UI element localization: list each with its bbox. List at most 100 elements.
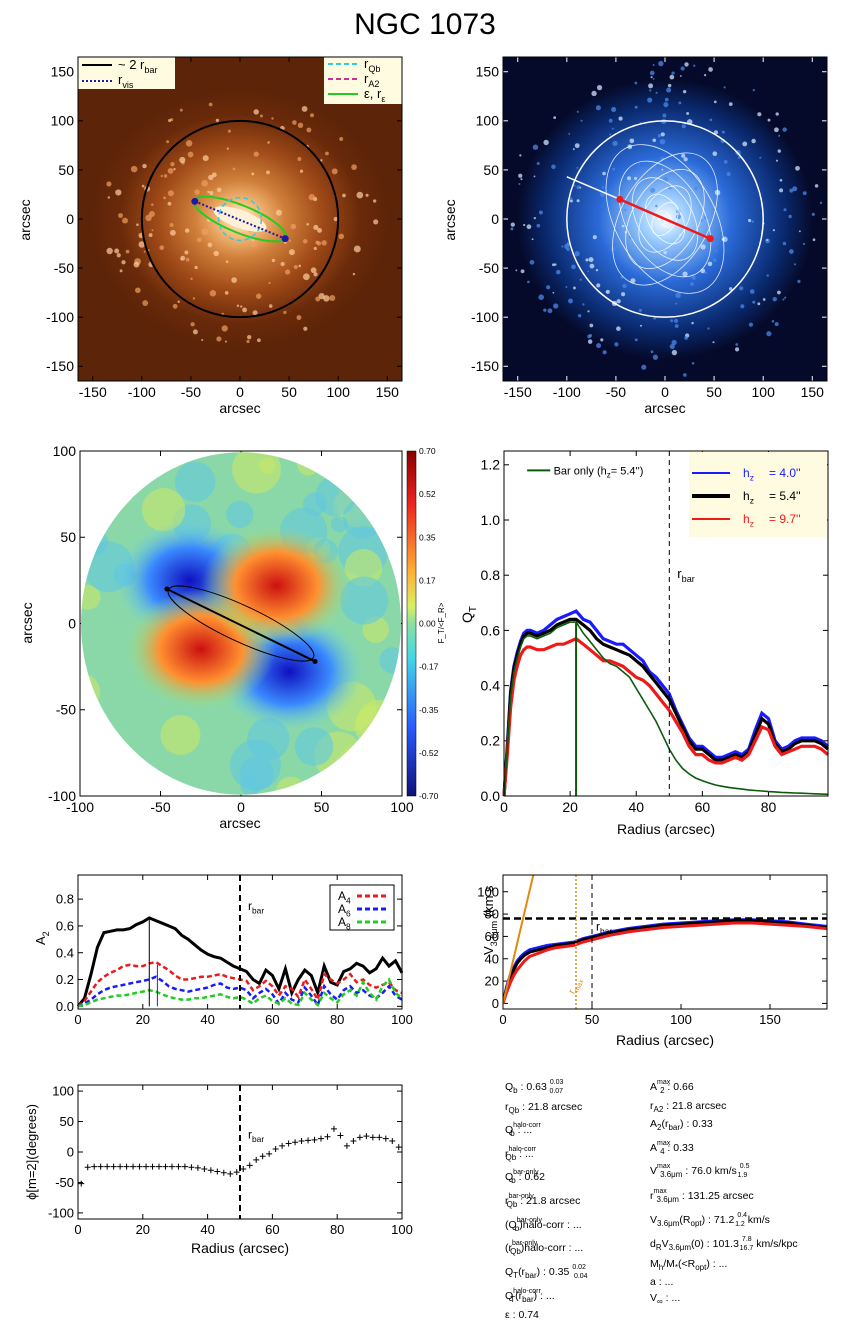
star-spot (803, 243, 805, 245)
star-spot (658, 60, 664, 67)
star-spot (638, 308, 643, 313)
star-spot (669, 343, 675, 350)
hii-region (259, 114, 263, 118)
hii-region (125, 249, 130, 254)
y-tick-label: 0 (492, 996, 499, 1011)
legend-rvis: rvis (118, 72, 134, 90)
star-spot (596, 283, 601, 288)
hii-region (121, 260, 126, 265)
x-tick-label: 50 (585, 1012, 599, 1027)
phase-point (143, 1163, 150, 1170)
hii-region (115, 189, 122, 196)
hii-region (247, 334, 252, 340)
legend-right-item: rQb (364, 56, 380, 74)
hii-region (151, 203, 154, 206)
hii-region (201, 180, 208, 187)
star-spot (663, 102, 669, 108)
curve-group (503, 875, 827, 1004)
phase-point (389, 1138, 396, 1145)
rotation-curve (503, 921, 827, 1004)
hii-region (271, 117, 274, 120)
phase-point (279, 1142, 286, 1149)
hii-region (288, 239, 292, 242)
x-tick-label: 80 (330, 1012, 344, 1027)
hii-region (173, 167, 176, 171)
hii-region (317, 227, 322, 233)
phase-point (318, 1135, 324, 1142)
star-spot (533, 175, 536, 178)
legend-hz-value: = 5.4'' (769, 489, 801, 503)
parameters-left-column: Qb : 0.63 0.030.07 rQb : 21.8 arcsec Qhalo-… (505, 1075, 588, 1324)
phase-point (376, 1134, 383, 1141)
hii-region (207, 242, 213, 248)
star-spot (671, 339, 677, 346)
hii-region (122, 217, 128, 224)
star-spot (777, 290, 781, 295)
hii-region (296, 315, 302, 320)
hii-region (255, 293, 262, 299)
star-spot (596, 85, 603, 91)
star-spot (587, 339, 593, 344)
hii-region (159, 245, 165, 251)
contour-line (631, 177, 699, 261)
star-spot (661, 168, 664, 171)
hii-region (309, 113, 315, 118)
hii-region (251, 239, 255, 242)
star-spot (529, 259, 535, 265)
phase-point (84, 1164, 91, 1171)
y-axis-label: A2 (33, 931, 51, 945)
phase-point (188, 1164, 195, 1171)
phase-point (227, 1170, 234, 1177)
hii-region (250, 240, 258, 248)
parameter-row: rhalo-corrQb : ... (505, 1145, 537, 1162)
phase-point (253, 1156, 260, 1163)
hii-region (323, 295, 330, 302)
hii-region (106, 247, 113, 255)
star-spot (574, 143, 580, 149)
star-spot (674, 318, 679, 323)
star-spot (655, 91, 658, 94)
heatmap-patch (112, 474, 139, 501)
star-spot (762, 298, 766, 301)
amplitude-curve (77, 977, 403, 1008)
parameter-row: QT(rbar) : 0.35 0.020.04 (505, 1263, 588, 1280)
star-spot (783, 208, 787, 212)
hii-region (275, 209, 282, 216)
x-tick-label: 80 (330, 1222, 344, 1237)
star-spot (588, 257, 594, 263)
hii-region (303, 326, 308, 331)
star-spot (700, 268, 706, 274)
plot-frame (503, 450, 829, 797)
star-spot (576, 199, 580, 203)
hii-region (288, 249, 295, 256)
star-spot (536, 161, 540, 166)
star-spot (723, 86, 726, 89)
x-tick-label: 100 (752, 384, 776, 400)
heatmap-patch (297, 452, 320, 476)
phase-point (130, 1163, 137, 1170)
star-spot (564, 243, 570, 249)
star-spot (749, 289, 755, 294)
x-tick-label: 0 (236, 384, 244, 400)
hii-region (167, 201, 172, 206)
heatmap-patch (294, 727, 334, 766)
star-spot (726, 172, 731, 177)
panel-phase-profile: 0 20 40 60 80 100 100 50 0 -50 -100 rbar Radius (arc… (24, 1084, 413, 1256)
hii-region (135, 287, 141, 294)
legend-hz-value: = 9.7'' (769, 512, 801, 526)
star-spot (709, 118, 713, 122)
star-spot (757, 302, 761, 306)
bar-endpoint (191, 197, 199, 205)
x-tick-label: 150 (801, 384, 825, 400)
star-spot (634, 81, 638, 85)
star-spot (683, 373, 687, 377)
x-tick-label: 40 (200, 1012, 214, 1027)
star-spot (551, 164, 556, 170)
hii-region (325, 151, 329, 156)
y-tick-label: 0.2 (56, 972, 74, 987)
star-spot (778, 134, 781, 137)
y-tick-label: 100 (51, 113, 75, 129)
hii-region (301, 106, 308, 112)
hii-region (133, 261, 140, 268)
star-spot (759, 156, 762, 159)
